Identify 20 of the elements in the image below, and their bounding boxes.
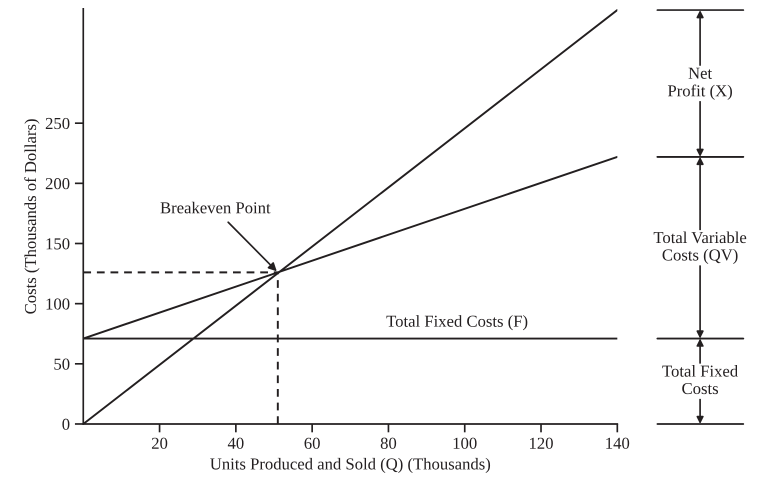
x-tick-label: 40 [228, 438, 244, 449]
text: Total Variable Costs (QV) [654, 231, 746, 264]
x-tick-label: 100 [454, 438, 477, 449]
x-tick-label: 120 [530, 438, 553, 449]
y-tick-label: 150 [46, 238, 70, 250]
x-tick-label: 20 [152, 438, 168, 449]
x-tick-label: 60 [304, 438, 320, 449]
x-axis-title: Units Produced and Sold (Q) (Thousands) [210, 458, 490, 473]
series-label: Total Fixed Costs (F) [386, 315, 528, 330]
text: Net Profit (X) [668, 68, 732, 100]
text: Total Fixed Costs [662, 364, 738, 394]
x-tick-label: 140 [606, 438, 630, 449]
y-axis-title: Costs (Thousands of Dollars) [24, 119, 40, 314]
y-tick-label: 100 [46, 298, 70, 310]
y-tick-label: 200 [46, 178, 70, 190]
y-tick-label: 250 [46, 118, 70, 130]
x-tick-label: 80 [380, 438, 396, 449]
y-tick-label: 50 [54, 358, 70, 370]
y-tick-label: 0 [62, 418, 70, 430]
annotation: Breakeven Point [160, 202, 271, 214]
